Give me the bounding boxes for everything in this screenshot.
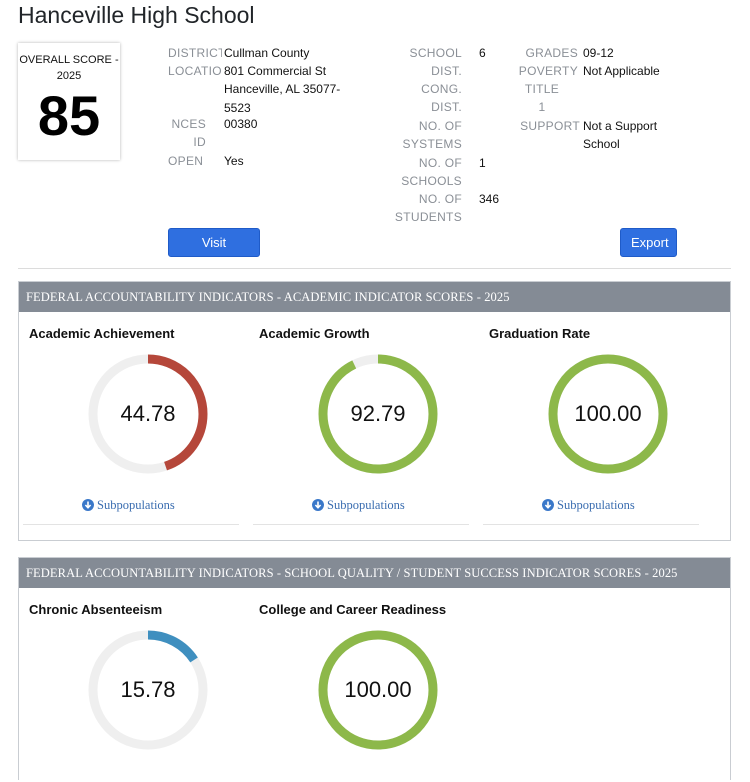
gauge-arc bbox=[88, 630, 208, 750]
visit-website-button[interactable]: Visit Website bbox=[168, 228, 260, 277]
academic-indicators-panel: FEDERAL ACCOUNTABILITY INDICATORS - ACAD… bbox=[18, 281, 731, 541]
gauge-value: 15.78 bbox=[120, 677, 176, 702]
academic-card-title: Academic Achievement bbox=[29, 326, 175, 341]
academic-card: Academic Growth 92.79 Subpopulations bbox=[253, 326, 472, 536]
district-label: DISTRICT bbox=[168, 46, 222, 60]
subpopulations-label: Subpopulations bbox=[327, 498, 405, 512]
arrow-down-circle-icon bbox=[542, 499, 554, 511]
quality-gauge-ring bbox=[318, 630, 438, 750]
card-footer-rule bbox=[253, 524, 469, 525]
cong-dist-label: CONG. DIST. bbox=[421, 82, 462, 115]
card-footer-rule bbox=[483, 524, 699, 525]
academic-gauge: 44.78 bbox=[86, 352, 210, 476]
grades-value: 09-12 bbox=[583, 46, 614, 60]
school-dist-label: SCHOOL DIST. bbox=[409, 46, 462, 79]
students-label: NO. OF STUDENTS bbox=[394, 192, 462, 225]
nces-label: NCES ID bbox=[171, 117, 206, 150]
gauge-value: 92.79 bbox=[350, 401, 406, 426]
schools-label: NO. OF SCHOOLS bbox=[401, 156, 462, 189]
nces-value: 00380 bbox=[224, 117, 258, 131]
subpopulations-link[interactable]: Subpopulations bbox=[542, 498, 635, 513]
gauge-value: 100.00 bbox=[574, 401, 642, 426]
open-label: OPEN bbox=[168, 154, 204, 168]
gauge-arc bbox=[88, 354, 208, 474]
academic-gauge: 100.00 bbox=[546, 352, 670, 476]
students-value: 346 bbox=[479, 192, 500, 206]
gauge-arc bbox=[318, 630, 438, 750]
gauge-value: 100.00 bbox=[344, 677, 412, 702]
quality-gauge-ring bbox=[88, 630, 208, 750]
academic-gauge-ring bbox=[548, 354, 668, 474]
grades-label: GRADES bbox=[525, 46, 578, 60]
academic-card-title: Academic Growth bbox=[259, 326, 370, 341]
academic-gauge-ring bbox=[88, 354, 208, 474]
open-value: Yes bbox=[224, 154, 244, 168]
location-label: LOCATION bbox=[168, 64, 222, 78]
district-value: Cullman County bbox=[224, 46, 310, 60]
section-divider bbox=[18, 268, 731, 269]
academic-gauge-ring bbox=[318, 354, 438, 474]
gauge-arc bbox=[318, 354, 438, 474]
arrow-down-circle-icon bbox=[82, 499, 94, 511]
support-label: SUPPORT bbox=[520, 119, 580, 133]
page-title: Hanceville High School bbox=[18, 2, 255, 28]
quality-card: College and Career Readiness 100.00 bbox=[259, 602, 472, 782]
gauge-arc bbox=[548, 354, 668, 474]
location-value: 801 Commercial St Hanceville, AL 35077-5… bbox=[224, 64, 341, 115]
overall-score-card: OVERALL SCORE - 2025 85 bbox=[18, 43, 120, 160]
card-footer-rule bbox=[23, 524, 239, 525]
title1-label: TITLE 1 bbox=[524, 82, 560, 115]
arrow-down-circle-icon bbox=[312, 499, 324, 511]
quality-indicators-header: FEDERAL ACCOUNTABILITY INDICATORS - SCHO… bbox=[19, 558, 730, 588]
quality-gauge: 15.78 bbox=[86, 628, 210, 752]
quality-card-title: Chronic Absenteeism bbox=[29, 602, 163, 617]
subpopulations-link[interactable]: Subpopulations bbox=[312, 498, 405, 513]
academic-gauge: 92.79 bbox=[316, 352, 440, 476]
academic-card-title: Graduation Rate bbox=[489, 326, 591, 341]
subpopulations-label: Subpopulations bbox=[557, 498, 635, 512]
subpopulations-label: Subpopulations bbox=[97, 498, 175, 512]
gauge-value: 44.78 bbox=[120, 401, 176, 426]
school-dist-value: 6 bbox=[479, 46, 486, 60]
subpopulations-link[interactable]: Subpopulations bbox=[82, 498, 175, 513]
support-value: Not a Support School bbox=[583, 119, 658, 152]
academic-card: Academic Achievement 44.78 Subpopulation… bbox=[23, 326, 242, 536]
academic-indicators-header: FEDERAL ACCOUNTABILITY INDICATORS - ACAD… bbox=[19, 282, 730, 312]
academic-card: Graduation Rate 100.00 Subpopulations bbox=[483, 326, 702, 536]
overall-score-value: 85 bbox=[37, 84, 101, 147]
quality-card-title: College and Career Readiness bbox=[259, 602, 447, 617]
systems-label: NO. OF SYSTEMS bbox=[402, 119, 462, 152]
export-button[interactable]: Export bbox=[620, 228, 677, 257]
schools-value: 1 bbox=[479, 156, 486, 170]
quality-card: Chronic Absenteeism 15.78 bbox=[29, 602, 242, 782]
poverty-value: Not Applicable bbox=[583, 64, 660, 78]
overall-score-label: OVERALL SCORE - 2025 bbox=[19, 54, 119, 82]
quality-indicators-panel: FEDERAL ACCOUNTABILITY INDICATORS - SCHO… bbox=[18, 557, 731, 780]
poverty-label: POVERTY bbox=[518, 64, 578, 78]
quality-gauge: 100.00 bbox=[316, 628, 440, 752]
